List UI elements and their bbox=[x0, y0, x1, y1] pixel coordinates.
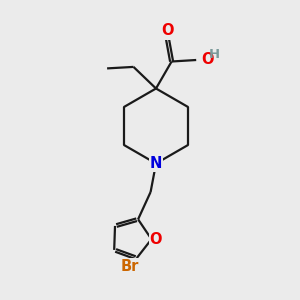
Text: Br: Br bbox=[121, 259, 139, 274]
Text: H: H bbox=[209, 48, 220, 61]
Text: O: O bbox=[150, 232, 162, 247]
Text: N: N bbox=[150, 156, 162, 171]
Text: O: O bbox=[202, 52, 214, 68]
Text: O: O bbox=[161, 23, 173, 38]
